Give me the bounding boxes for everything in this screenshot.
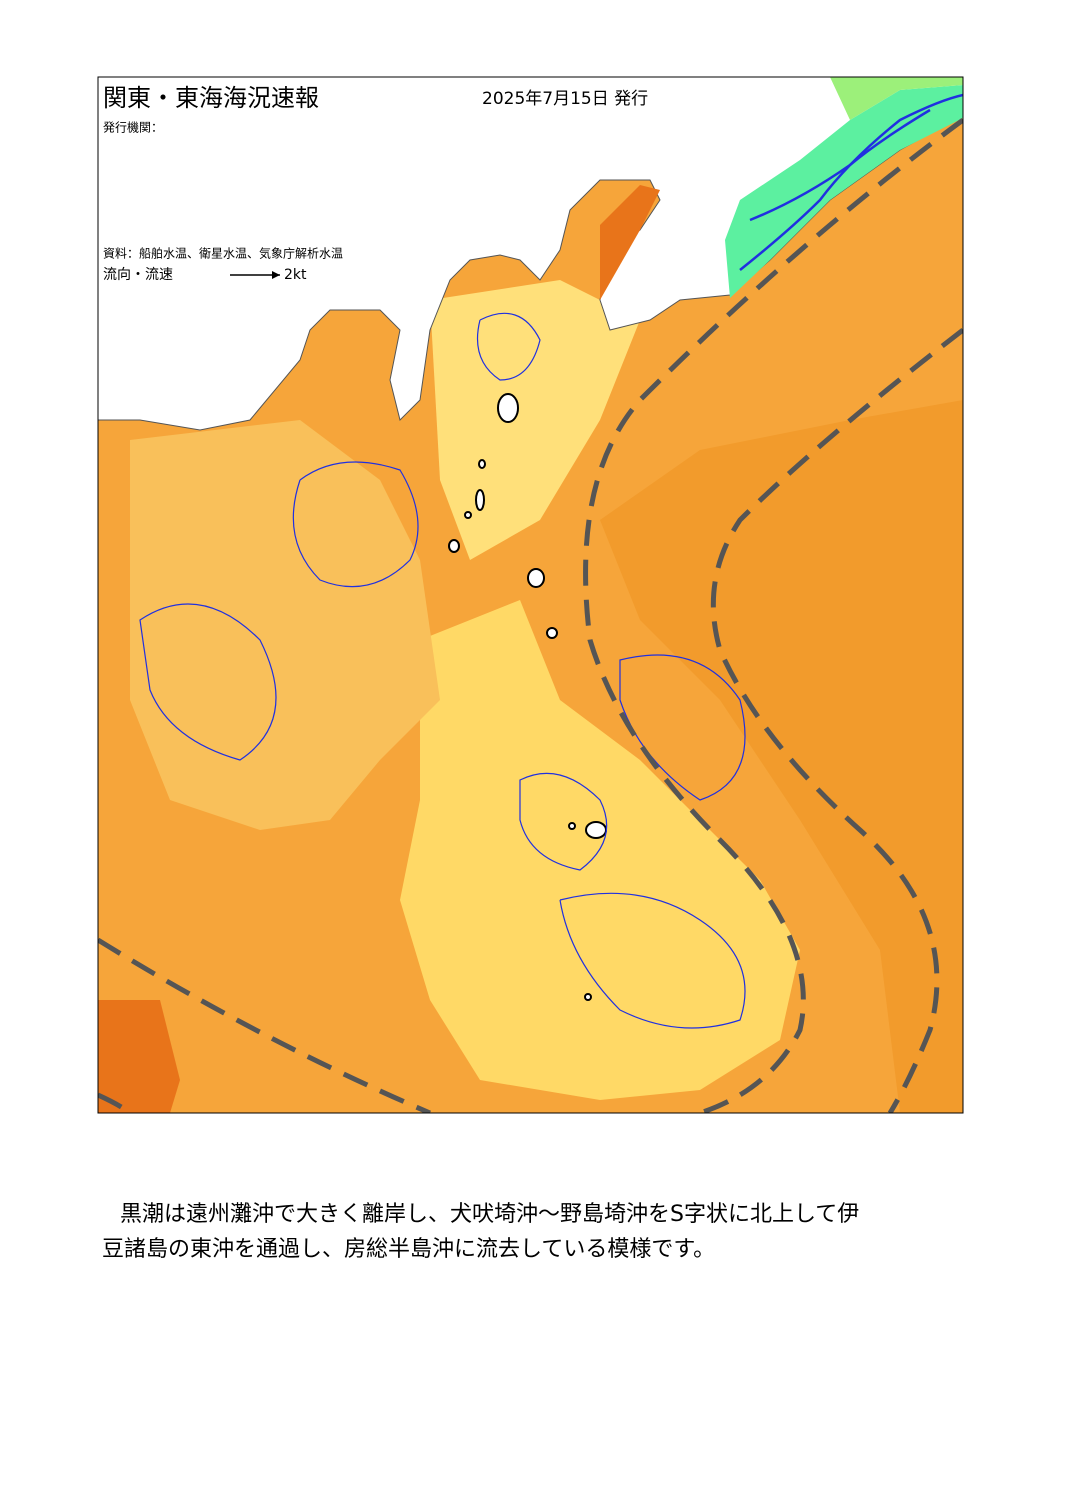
summary-line: 豆諸島の東沖を通過し、房総半島沖に流去している模様です。 bbox=[102, 1237, 715, 1262]
issuer-label: 発行機関： bbox=[103, 120, 163, 135]
shelf-water bbox=[725, 85, 963, 298]
flow-scale: 2kt bbox=[284, 267, 307, 283]
flow-arrow-head bbox=[272, 271, 280, 279]
title: 関東・東海海況速報 bbox=[103, 84, 319, 112]
data-source: 資料：船舶水温、衛星水温、気象庁解析水温 bbox=[103, 246, 343, 261]
rivers bbox=[739, 93, 963, 271]
sea-region bbox=[600, 400, 963, 1113]
warm-region bbox=[430, 280, 640, 560]
issue-date: 2025年7月15日 発行 bbox=[482, 89, 648, 109]
summary-line: 黒潮は遠州灘沖で大きく離岸し、犬吠埼沖～野島埼沖をS字状に北上して伊 bbox=[120, 1202, 859, 1227]
warm-region bbox=[130, 420, 440, 830]
flow-label: 流向・流速 bbox=[103, 267, 173, 283]
isotherms bbox=[139, 312, 746, 1029]
map-area bbox=[98, 77, 963, 1113]
bay-water bbox=[600, 185, 660, 300]
kuroshio-axis bbox=[98, 117, 963, 1113]
shelf-water bbox=[830, 77, 963, 120]
islands bbox=[448, 393, 607, 1001]
hot-region bbox=[98, 1000, 180, 1113]
map-frame bbox=[97, 76, 964, 1114]
